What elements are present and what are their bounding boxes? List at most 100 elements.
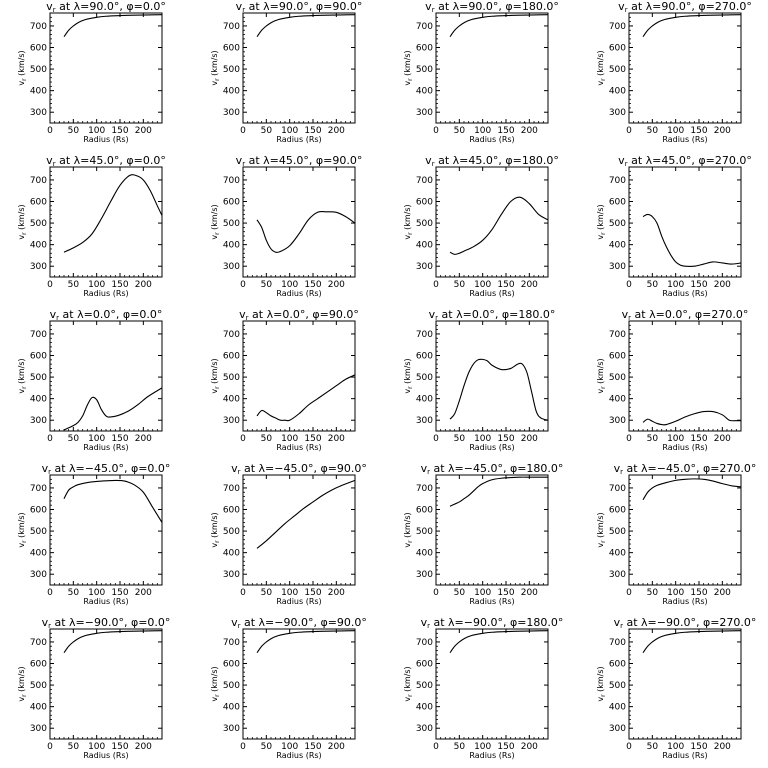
x-tick-label: 150 [690, 434, 707, 444]
x-tick-label: 0 [47, 434, 53, 444]
subplot: vr at λ=−45.0°, φ=180.0° 0 50 100 150 200 300 4… [403, 462, 563, 606]
x-tick-label: 0 [626, 434, 632, 444]
x-axis-label: Radius (Rs) [276, 443, 321, 452]
x-axis-label: Radius (Rs) [83, 289, 128, 298]
series-line [642, 14, 742, 38]
x-axis-label: Radius (Rs) [83, 751, 128, 760]
y-axis-label: vr (km/s) [210, 512, 221, 547]
plot-frame [242, 12, 356, 124]
x-axis-label: Radius (Rs) [662, 443, 707, 452]
y-tick-label: 400 [30, 395, 47, 405]
y-tick-label: 300 [416, 108, 433, 118]
y-axis-label: vr (km/s) [210, 50, 221, 85]
plot-frame [49, 166, 163, 278]
plot-frame [49, 12, 163, 124]
y-tick-label: 400 [30, 703, 47, 713]
series-line [449, 630, 549, 654]
x-tick-label: 200 [521, 280, 538, 290]
y-tick-label: 400 [609, 87, 626, 97]
y-axis-label: vr (km/s) [403, 204, 414, 239]
x-tick-label: 0 [47, 588, 53, 598]
y-tick-label: 600 [609, 352, 626, 362]
y-tick-label: 600 [223, 352, 240, 362]
y-tick-label: 700 [223, 638, 240, 648]
y-tick-label: 600 [416, 198, 433, 208]
y-tick-label: 500 [223, 681, 240, 691]
x-tick-label: 50 [454, 742, 466, 752]
y-tick-label: 300 [609, 108, 626, 118]
x-tick-label: 150 [690, 126, 707, 136]
y-tick-label: 500 [30, 65, 47, 75]
subplot-title: vr at λ=−90.0°, φ=0.0° [42, 616, 171, 630]
y-tick-label: 400 [30, 241, 47, 251]
x-tick-label: 200 [714, 742, 731, 752]
plot-frame [49, 628, 163, 740]
x-tick-label: 100 [88, 742, 105, 752]
subplot-title: vr at λ=−45.0°, φ=270.0° [614, 462, 757, 476]
y-tick-label: 700 [30, 330, 47, 340]
x-tick-label: 150 [111, 742, 128, 752]
x-tick-label: 150 [304, 126, 321, 136]
x-tick-label: 0 [240, 588, 246, 598]
y-axis-label: vr (km/s) [210, 666, 221, 701]
subplot-title: vr at λ=0.0°, φ=180.0° [429, 308, 556, 322]
y-tick-label: 700 [416, 638, 433, 648]
subplot-title: vr at λ=−90.0°, φ=270.0° [614, 616, 757, 630]
y-axis-label: vr (km/s) [403, 666, 414, 701]
y-tick-label: 600 [223, 506, 240, 516]
x-tick-label: 0 [47, 742, 53, 752]
x-tick-label: 200 [328, 742, 345, 752]
subplot-title: vr at λ=0.0°, φ=270.0° [622, 308, 749, 322]
y-tick-label: 600 [30, 44, 47, 54]
subplot-title: vr at λ=90.0°, φ=270.0° [618, 0, 752, 14]
subplot: vr at λ=90.0°, φ=180.0° 0 50 100 150 200 300 40… [403, 0, 559, 144]
subplot: vr at λ=90.0°, φ=90.0° 0 50 100 150 200 300 400… [210, 0, 362, 144]
x-tick-label: 50 [261, 434, 273, 444]
x-axis-label: Radius (Rs) [662, 751, 707, 760]
subplot-title: vr at λ=0.0°, φ=0.0° [50, 308, 163, 322]
x-tick-label: 50 [647, 280, 659, 290]
y-tick-label: 300 [416, 724, 433, 734]
x-tick-label: 0 [626, 742, 632, 752]
subplot-title: vr at λ=−90.0°, φ=90.0° [231, 616, 367, 630]
x-tick-label: 100 [88, 280, 105, 290]
subplot: vr at λ=45.0°, φ=0.0° 0 50 100 150 200 300 400 5… [17, 154, 166, 298]
y-tick-label: 400 [416, 395, 433, 405]
series-line [63, 174, 163, 253]
y-tick-label: 700 [223, 330, 240, 340]
y-tick-label: 400 [416, 241, 433, 251]
x-axis-label: Radius (Rs) [469, 443, 514, 452]
x-tick-label: 50 [454, 126, 466, 136]
y-tick-label: 700 [416, 484, 433, 494]
x-tick-label: 200 [521, 742, 538, 752]
y-tick-label: 300 [223, 724, 240, 734]
x-tick-label: 0 [433, 588, 439, 598]
y-tick-label: 500 [416, 373, 433, 383]
x-tick-label: 200 [135, 280, 152, 290]
plot-frame [435, 628, 549, 740]
series-line [642, 630, 742, 654]
x-tick-label: 150 [111, 126, 128, 136]
x-tick-label: 150 [111, 588, 128, 598]
y-tick-label: 400 [30, 549, 47, 559]
y-tick-label: 700 [416, 22, 433, 32]
series-line [449, 196, 549, 255]
series-line [63, 479, 163, 523]
plot-frame [628, 166, 742, 278]
x-axis-label: Radius (Rs) [662, 597, 707, 606]
plot-frame [435, 12, 549, 124]
y-tick-label: 400 [416, 549, 433, 559]
x-tick-label: 0 [240, 742, 246, 752]
subplot: vr at λ=45.0°, φ=90.0° 0 50 100 150 200 300 400… [210, 154, 362, 298]
x-tick-label: 200 [328, 280, 345, 290]
x-tick-label: 150 [497, 588, 514, 598]
x-tick-label: 0 [47, 126, 53, 136]
y-tick-label: 400 [609, 703, 626, 713]
subplot-title: vr at λ=90.0°, φ=180.0° [425, 0, 559, 14]
y-tick-label: 600 [609, 660, 626, 670]
y-tick-label: 300 [223, 570, 240, 580]
y-axis-label: vr (km/s) [403, 512, 414, 547]
x-tick-label: 200 [521, 434, 538, 444]
x-tick-label: 200 [521, 126, 538, 136]
x-axis-label: Radius (Rs) [276, 751, 321, 760]
